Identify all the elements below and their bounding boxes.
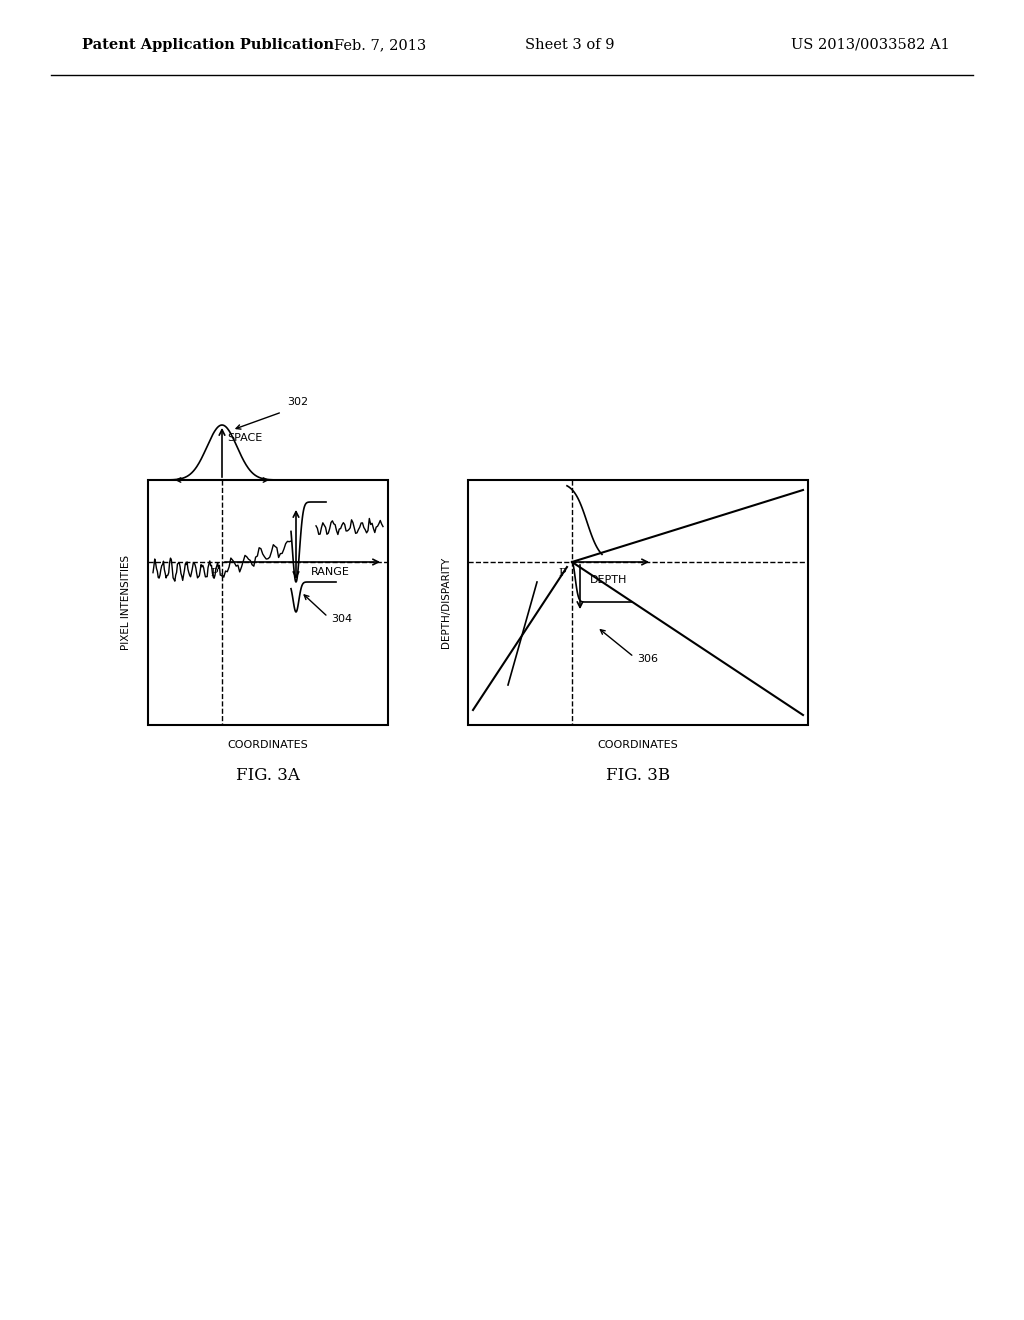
Text: DEPTH/DISPARITY: DEPTH/DISPARITY: [441, 557, 451, 648]
Text: P: P: [210, 568, 218, 578]
Text: PIXEL INTENSITIES: PIXEL INTENSITIES: [121, 554, 131, 649]
Text: US 2013/0033582 A1: US 2013/0033582 A1: [791, 38, 949, 51]
Text: COORDINATES: COORDINATES: [598, 741, 678, 750]
Text: Feb. 7, 2013: Feb. 7, 2013: [334, 38, 426, 51]
Bar: [148, 480, 388, 725]
Text: 304: 304: [331, 614, 352, 624]
Text: RANGE: RANGE: [311, 568, 350, 577]
Text: P: P: [558, 568, 565, 578]
Text: COORDINATES: COORDINATES: [227, 741, 308, 750]
Text: Patent Application Publication: Patent Application Publication: [82, 38, 334, 51]
Text: Sheet 3 of 9: Sheet 3 of 9: [525, 38, 614, 51]
Text: FIG. 3A: FIG. 3A: [237, 767, 300, 784]
Text: 302: 302: [287, 397, 308, 407]
Text: SPACE: SPACE: [227, 433, 262, 444]
Bar: [468, 480, 808, 725]
Text: 306: 306: [637, 653, 658, 664]
Text: DEPTH: DEPTH: [590, 576, 628, 585]
Text: FIG. 3B: FIG. 3B: [606, 767, 670, 784]
